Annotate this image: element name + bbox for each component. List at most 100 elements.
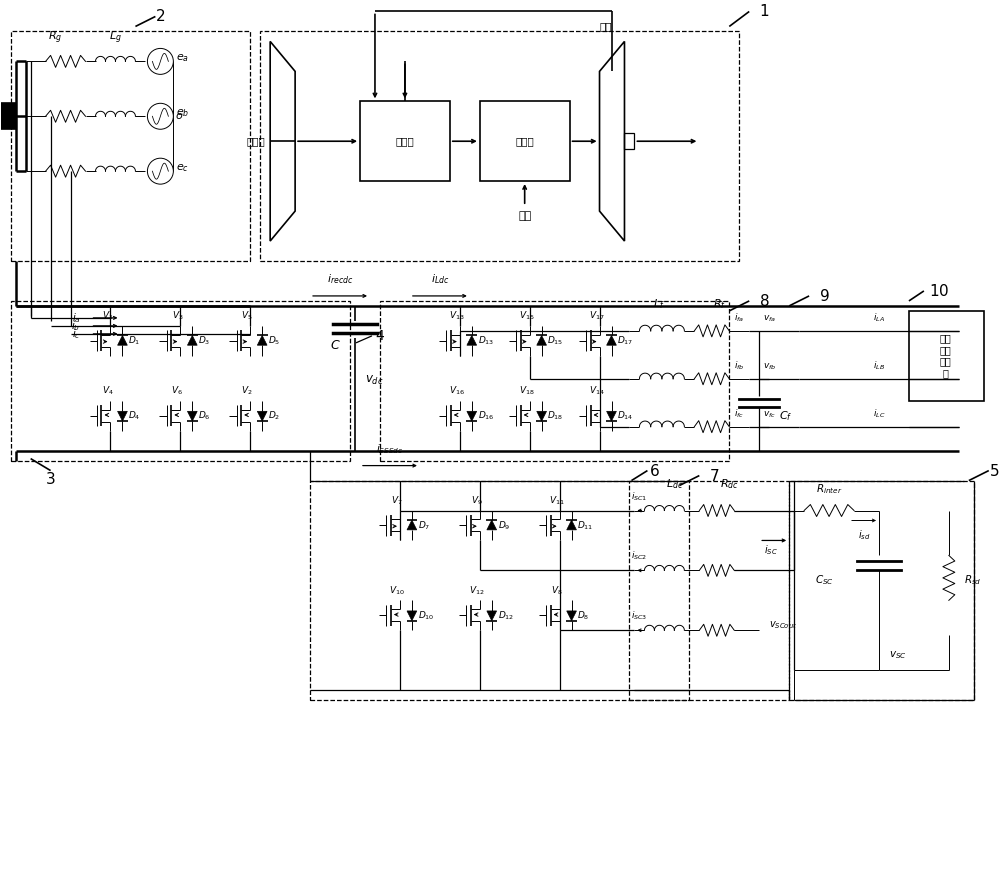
Text: 天然
气电
站电
网: 天然 气电 站电 网 [940,333,952,378]
Polygon shape [537,336,547,345]
Text: $V_{17}$: $V_{17}$ [589,309,604,322]
Text: $V_{10}$: $V_{10}$ [389,584,405,596]
Text: $v_{fb}$: $v_{fb}$ [763,361,776,372]
Text: $7$: $7$ [709,468,720,484]
Text: $V_{2}$: $V_{2}$ [241,384,253,397]
Bar [789,480,974,700]
Text: $R_{sd}$: $R_{sd}$ [964,574,981,588]
Text: $V_{4}$: $V_{4}$ [102,384,113,397]
Text: $i_{LA}$: $i_{LA}$ [873,311,885,324]
Text: $V_{12}$: $V_{12}$ [469,584,485,596]
Text: $R_f$: $R_f$ [713,297,726,311]
Text: $i_b$: $i_b$ [71,319,81,333]
Text: $i_{fb}$: $i_{fb}$ [734,359,744,372]
Bar [11,32,250,261]
Text: $i_{recdc}$: $i_{recdc}$ [327,272,353,286]
Bar [480,101,570,181]
Text: $v_{fc}$: $v_{fc}$ [763,409,776,419]
Text: $D_{12}$: $D_{12}$ [498,609,514,622]
Text: $D_{3}$: $D_{3}$ [198,335,211,347]
Text: $C_f$: $C_f$ [779,409,793,423]
Bar [360,101,450,181]
Text: 回热器: 回热器 [396,137,414,146]
Polygon shape [257,411,267,421]
Text: $6$: $6$ [649,463,660,478]
Polygon shape [257,336,267,345]
Text: $i_a$: $i_a$ [72,311,81,325]
Polygon shape [567,611,576,620]
Polygon shape [187,336,197,345]
Text: 燃烧室: 燃烧室 [515,137,534,146]
Text: $e_c$: $e_c$ [176,162,189,174]
Text: $i_{sd}$: $i_{sd}$ [858,529,870,543]
Circle shape [147,48,173,74]
Bar [310,480,689,700]
Text: $4$: $4$ [375,329,385,343]
Text: $i_{Ldc}$: $i_{Ldc}$ [431,272,449,286]
Text: $D_{11}$: $D_{11}$ [577,519,594,532]
Polygon shape [487,520,497,529]
Polygon shape [567,520,576,529]
Text: $i_{fc}$: $i_{fc}$ [734,407,744,419]
Text: $D_{15}$: $D_{15}$ [547,335,564,347]
Text: $D_{6}$: $D_{6}$ [198,410,211,422]
Polygon shape [118,336,127,345]
Text: $D_{10}$: $D_{10}$ [418,609,434,622]
Text: $8$: $8$ [759,292,770,309]
Text: $D_{2}$: $D_{2}$ [268,410,280,422]
Text: $D_{8}$: $D_{8}$ [577,609,590,622]
Polygon shape [187,411,197,421]
Text: $1$: $1$ [759,4,769,19]
Bar [1,103,16,130]
Text: $R_{inter}$: $R_{inter}$ [816,482,842,495]
Bar [380,301,729,461]
Text: $D_{14}$: $D_{14}$ [617,410,634,422]
Text: $i_{LB}$: $i_{LB}$ [873,359,885,372]
Text: $i_{SC}$: $i_{SC}$ [764,544,778,558]
Text: $2$: $2$ [155,9,165,25]
Text: $v_{fa}$: $v_{fa}$ [763,314,776,324]
Text: $10$: $10$ [929,283,949,299]
Text: $V_{18}$: $V_{18}$ [519,384,534,397]
Polygon shape [487,611,497,620]
Text: $9$: $9$ [819,288,830,304]
Text: $L_f$: $L_f$ [653,297,665,311]
Text: 透平: 透平 [600,21,612,32]
Text: $C_{SC}$: $C_{SC}$ [815,574,834,588]
Text: $v_{SC}$: $v_{SC}$ [889,649,907,661]
Bar [629,480,789,700]
Text: $R_g$: $R_g$ [48,30,63,47]
Text: $e_a$: $e_a$ [176,53,189,64]
Text: $i_{LC}$: $i_{LC}$ [873,407,885,419]
Text: $i_{ESSdc}$: $i_{ESSdc}$ [376,441,404,455]
Text: $D_{17}$: $D_{17}$ [617,335,634,347]
Text: $V_{11}$: $V_{11}$ [549,494,564,507]
Polygon shape [607,411,616,421]
Bar [909,311,984,401]
Polygon shape [407,520,417,529]
Polygon shape [467,336,477,345]
Circle shape [147,103,173,130]
Text: $V_{16}$: $V_{16}$ [449,384,465,397]
Text: $D_{7}$: $D_{7}$ [418,519,430,532]
Text: $D_{9}$: $D_{9}$ [498,519,510,532]
Text: $D_{1}$: $D_{1}$ [128,335,141,347]
Text: $v_{SCout}$: $v_{SCout}$ [769,619,797,631]
Text: $i_{fa}$: $i_{fa}$ [734,311,744,324]
Text: $V_{5}$: $V_{5}$ [241,309,253,322]
Polygon shape [118,411,127,421]
Polygon shape [467,411,477,421]
Text: $R_{dc}$: $R_{dc}$ [720,477,739,491]
Text: 燃料: 燃料 [518,211,531,221]
Text: $o$: $o$ [175,111,184,122]
Bar [624,133,634,149]
Text: $D_{13}$: $D_{13}$ [478,335,494,347]
Text: $i_{SC3}$: $i_{SC3}$ [631,610,648,622]
Polygon shape [607,336,616,345]
Text: $5$: $5$ [989,463,999,478]
Text: $D_{16}$: $D_{16}$ [478,410,494,422]
Text: $C$: $C$ [330,339,340,352]
Text: $V_{1}$: $V_{1}$ [102,309,113,322]
Text: $D_{18}$: $D_{18}$ [547,410,564,422]
Text: $i_{SC2}$: $i_{SC2}$ [631,550,648,562]
